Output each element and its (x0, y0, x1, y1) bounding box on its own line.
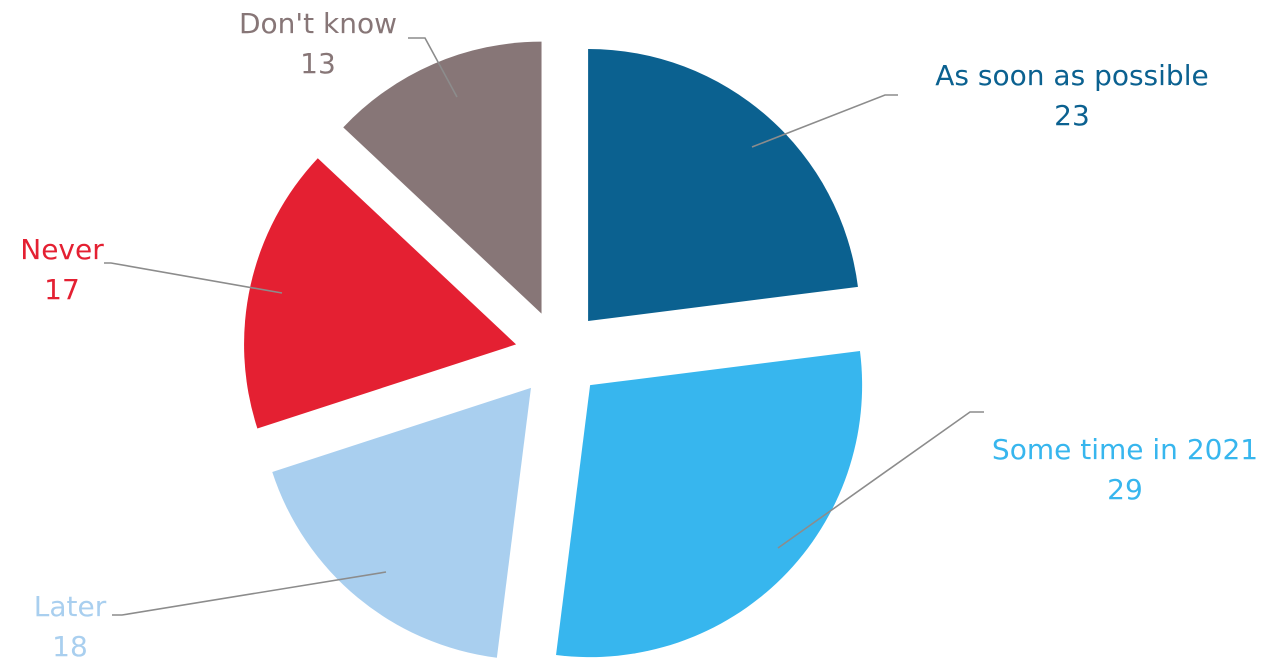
slice-label-later: Later (34, 590, 107, 623)
slice-value-don-t-know: 13 (300, 47, 336, 80)
leader-lines (104, 37, 984, 616)
slice-label-never: Never (20, 233, 104, 266)
pie-slices (244, 41, 863, 658)
leader-line-never (104, 262, 283, 294)
leader-line-as-soon-as-possible (751, 94, 898, 148)
pie-slice-some-time-in-2021 (556, 351, 863, 658)
leader-line-later (112, 571, 387, 616)
leader-line-some-time-in-2021 (777, 411, 984, 549)
pie-slice-don-t-know (343, 41, 542, 314)
slice-value-later: 18 (52, 630, 88, 663)
slice-label-don-t-know: Don't know (239, 7, 397, 40)
data-labels: As soon as possible 23 Some time in 2021 29… (20, 7, 1258, 663)
slice-label-as-soon-as-possible: As soon as possible (935, 59, 1208, 92)
slice-value-some-time-in-2021: 29 (1107, 473, 1143, 506)
slice-value-never: 17 (44, 273, 80, 306)
leader-line-don-t-know (408, 37, 458, 98)
pie-slice-as-soon-as-possible (588, 49, 858, 321)
slice-label-some-time-in-2021: Some time in 2021 (992, 433, 1258, 466)
pie-slice-never (244, 158, 517, 429)
slice-value-as-soon-as-possible: 23 (1054, 99, 1090, 132)
pie-slice-later (272, 387, 531, 658)
